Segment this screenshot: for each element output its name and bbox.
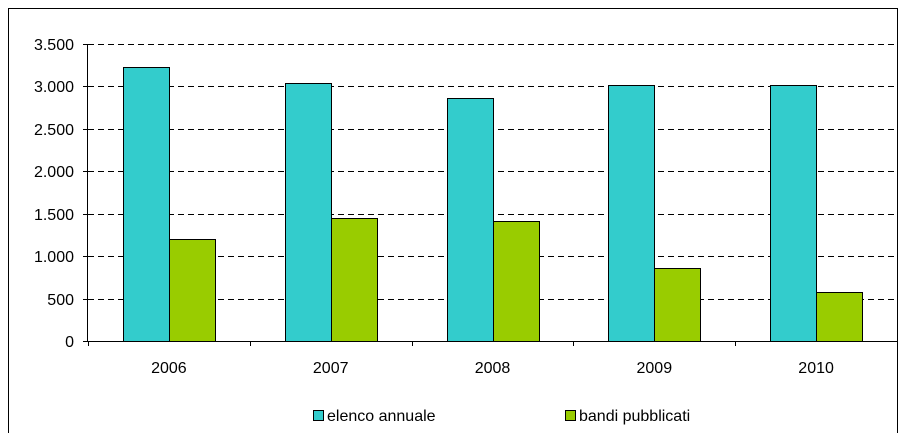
- legend-item-elenco-annuale: elenco annuale: [313, 408, 436, 425]
- bars: [123, 67, 863, 342]
- bar-elenco-annuale-2009: [608, 85, 655, 342]
- y-tick-label-1: 500: [47, 292, 74, 309]
- legend-label-bandi-pubblicati: bandi pubblicati: [579, 408, 690, 425]
- bar-elenco-annuale-2007: [285, 83, 332, 342]
- x-tick-labels: 2006 2007 2008 2009 2010: [151, 360, 834, 377]
- legend-swatch-elenco-annuale: [313, 410, 324, 421]
- x-tick-label-2009: 2009: [637, 360, 673, 377]
- y-tick-label-7: 3.500: [34, 37, 74, 54]
- x-tick-label-2007: 2007: [313, 360, 349, 377]
- legend: elenco annuale bandi pubblicati: [313, 408, 690, 425]
- y-tick-label-3: 1.500: [34, 207, 74, 224]
- bar-elenco-annuale-2008: [447, 98, 494, 342]
- y-tick-label-0: 0: [65, 334, 74, 351]
- legend-item-bandi-pubblicati: bandi pubblicati: [565, 408, 690, 425]
- legend-swatch-bandi-pubblicati: [565, 410, 576, 421]
- bar-bandi-pubblicati-2008: [493, 221, 540, 342]
- axes: [83, 44, 898, 346]
- x-tick-label-2006: 2006: [151, 360, 187, 377]
- y-tick-label-6: 3.000: [34, 79, 74, 96]
- bar-elenco-annuale-2006: [123, 67, 170, 342]
- bar-bandi-pubblicati-2007: [331, 218, 378, 342]
- legend-label-elenco-annuale: elenco annuale: [327, 408, 436, 425]
- bar-bandi-pubblicati-2010: [816, 292, 863, 342]
- y-tick-label-4: 2.000: [34, 164, 74, 181]
- y-tick-label-5: 2.500: [34, 122, 74, 139]
- bar-bandi-pubblicati-2009: [654, 268, 701, 342]
- bar-bandi-pubblicati-2006: [169, 239, 216, 342]
- y-tick-label-2: 1.000: [34, 249, 74, 266]
- bar-elenco-annuale-2010: [770, 85, 817, 342]
- y-tick-labels: 0 500 1.000 1.500 2.000 2.500 3.000 3.500: [34, 37, 74, 351]
- x-tick-label-2010: 2010: [798, 360, 834, 377]
- x-tick-label-2008: 2008: [475, 360, 511, 377]
